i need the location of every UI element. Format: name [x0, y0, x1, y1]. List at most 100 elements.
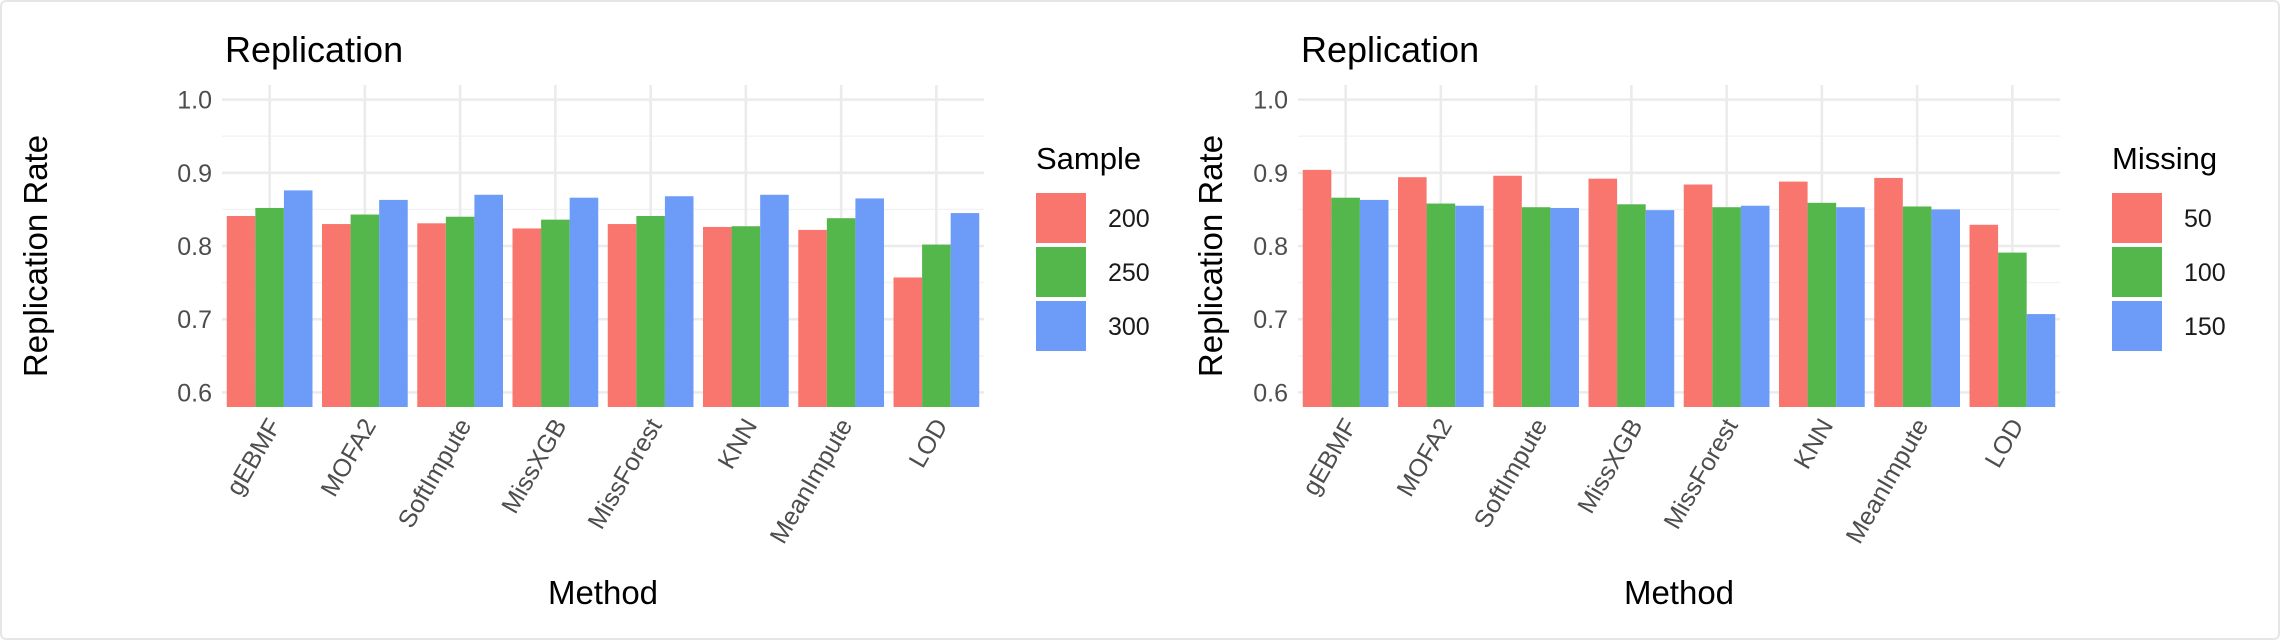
legend: Sample 200 250 300	[1036, 141, 1150, 351]
chart-title: Replication	[225, 29, 403, 70]
bar-KNN-300	[760, 194, 789, 407]
bar-MOFA2-150	[1455, 205, 1484, 407]
x-tick-label: SoftImpute	[1469, 414, 1554, 533]
bar-KNN-200	[703, 226, 732, 407]
y-tick-label: 0.9	[177, 160, 212, 188]
y-tick-label: 1.0	[1253, 87, 1288, 115]
bar-MissXGB-250	[541, 219, 570, 407]
y-tick-label: 0.8	[1253, 233, 1288, 261]
x-tick-label: LOD	[1980, 414, 2030, 473]
y-tick-label: 1.0	[177, 87, 212, 115]
bar-MOFA2-100	[1426, 203, 1456, 407]
bar-MissForest-50	[1683, 184, 1713, 407]
bar-MOFA2-200	[322, 224, 351, 407]
legend-label: 100	[2184, 259, 2226, 287]
x-tick-label: gEBMF	[221, 414, 287, 500]
x-axis-title: Method	[1624, 574, 1734, 611]
x-tick-label: MissForest	[582, 414, 667, 534]
x-tick-label: KNN	[1788, 414, 1839, 474]
legend-title: Sample	[1036, 141, 1141, 176]
bar-gEBMF-150	[1359, 199, 1389, 407]
bar-gEBMF-250	[255, 207, 284, 407]
x-tick-label: MOFA2	[315, 414, 382, 501]
legend: Missing 50 100 150	[2112, 141, 2226, 351]
bar-KNN-150	[1836, 207, 1865, 407]
bar-gEBMF-50	[1302, 169, 1332, 407]
legend-label: 300	[1108, 313, 1150, 341]
bar-MeanImpute-200	[798, 229, 827, 407]
y-tick-label: 0.6	[1253, 379, 1288, 407]
x-tick-label: MissForest	[1658, 414, 1743, 534]
y-tick-label: 0.8	[177, 233, 212, 261]
bar-MissForest-100	[1712, 207, 1741, 407]
x-tick-label: SoftImpute	[393, 414, 478, 533]
bar-KNN-100	[1807, 202, 1837, 407]
chart-panel-missing: 0.6 0.7 0.8 0.9 1.0 gEBMF MOFA2 SoftImpute MissX…	[1192, 29, 2226, 611]
bar-MOFA2-50	[1398, 177, 1427, 407]
y-tick-label: 0.7	[177, 306, 212, 334]
legend-key-200	[1036, 193, 1086, 243]
y-axis-title: Replication Rate	[17, 135, 54, 377]
x-tick-label: MissXGB	[1572, 414, 1648, 518]
bar-SoftImpute-250	[445, 216, 475, 407]
x-tick-label: MissXGB	[496, 414, 572, 518]
bar-gEBMF-100	[1331, 197, 1360, 407]
bar-KNN-50	[1779, 181, 1808, 407]
legend-label: 200	[1108, 205, 1150, 233]
x-tick-label: MOFA2	[1391, 414, 1458, 501]
bar-MissXGB-50	[1588, 178, 1618, 407]
y-tick-label: 0.6	[177, 379, 212, 407]
bar-MissForest-250	[636, 216, 665, 407]
bar-LOD-300	[950, 213, 980, 407]
bar-LOD-150	[2026, 314, 2056, 407]
bar-SoftImpute-150	[1550, 207, 1579, 407]
bar-SoftImpute-200	[417, 223, 446, 407]
legend-key-50	[2112, 193, 2162, 243]
legend-label: 150	[2184, 313, 2226, 341]
bar-MissXGB-300	[569, 197, 599, 407]
bar-gEBMF-200	[226, 216, 256, 407]
x-tick-label: LOD	[904, 414, 954, 473]
legend-key-300	[1036, 301, 1086, 351]
y-tick-label: 0.9	[1253, 160, 1288, 188]
bar-MeanImpute-50	[1874, 177, 1903, 407]
bar-MeanImpute-300	[855, 198, 884, 407]
bar-LOD-100	[1998, 252, 2027, 407]
bar-MissXGB-150	[1645, 210, 1675, 407]
bar-MissXGB-100	[1617, 204, 1646, 407]
legend-key-150	[2112, 301, 2162, 351]
legend-label: 50	[2184, 205, 2212, 233]
bar-LOD-250	[922, 244, 951, 407]
bar-MeanImpute-150	[1931, 209, 1960, 407]
legend-key-100	[2112, 247, 2162, 297]
bar-LOD-200	[893, 277, 923, 407]
bar-SoftImpute-300	[474, 194, 503, 407]
bar-MissForest-200	[607, 224, 637, 407]
bar-gEBMF-300	[283, 190, 313, 407]
y-tick-label: 0.7	[1253, 306, 1288, 334]
bar-MOFA2-250	[350, 214, 380, 407]
bar-LOD-50	[1969, 224, 1999, 407]
bar-MeanImpute-250	[826, 218, 856, 407]
legend-label: 250	[1108, 259, 1150, 287]
legend-title: Missing	[2112, 141, 2217, 176]
x-tick-label: MeanImpute	[765, 414, 859, 548]
bar-SoftImpute-50	[1493, 175, 1522, 407]
bar-MeanImpute-100	[1902, 206, 1932, 407]
x-tick-label: gEBMF	[1297, 414, 1363, 500]
y-axis-title: Replication Rate	[1192, 135, 1229, 377]
bar-SoftImpute-100	[1521, 207, 1551, 407]
bar-MissForest-300	[664, 196, 694, 407]
x-tick-label: MeanImpute	[1841, 414, 1935, 548]
legend-key-250	[1036, 247, 1086, 297]
x-axis-title: Method	[548, 574, 658, 611]
bar-KNN-250	[731, 226, 761, 407]
bar-MOFA2-300	[379, 199, 408, 407]
chart-title: Replication	[1301, 29, 1479, 70]
x-tick-label: KNN	[712, 414, 763, 474]
bar-MissXGB-200	[512, 228, 542, 407]
bar-MissForest-150	[1740, 205, 1770, 407]
chart-panel-sample: 0.6 0.7 0.8 0.9 1.0 gEBMF MOFA2 SoftImpute MissX…	[17, 29, 1150, 611]
